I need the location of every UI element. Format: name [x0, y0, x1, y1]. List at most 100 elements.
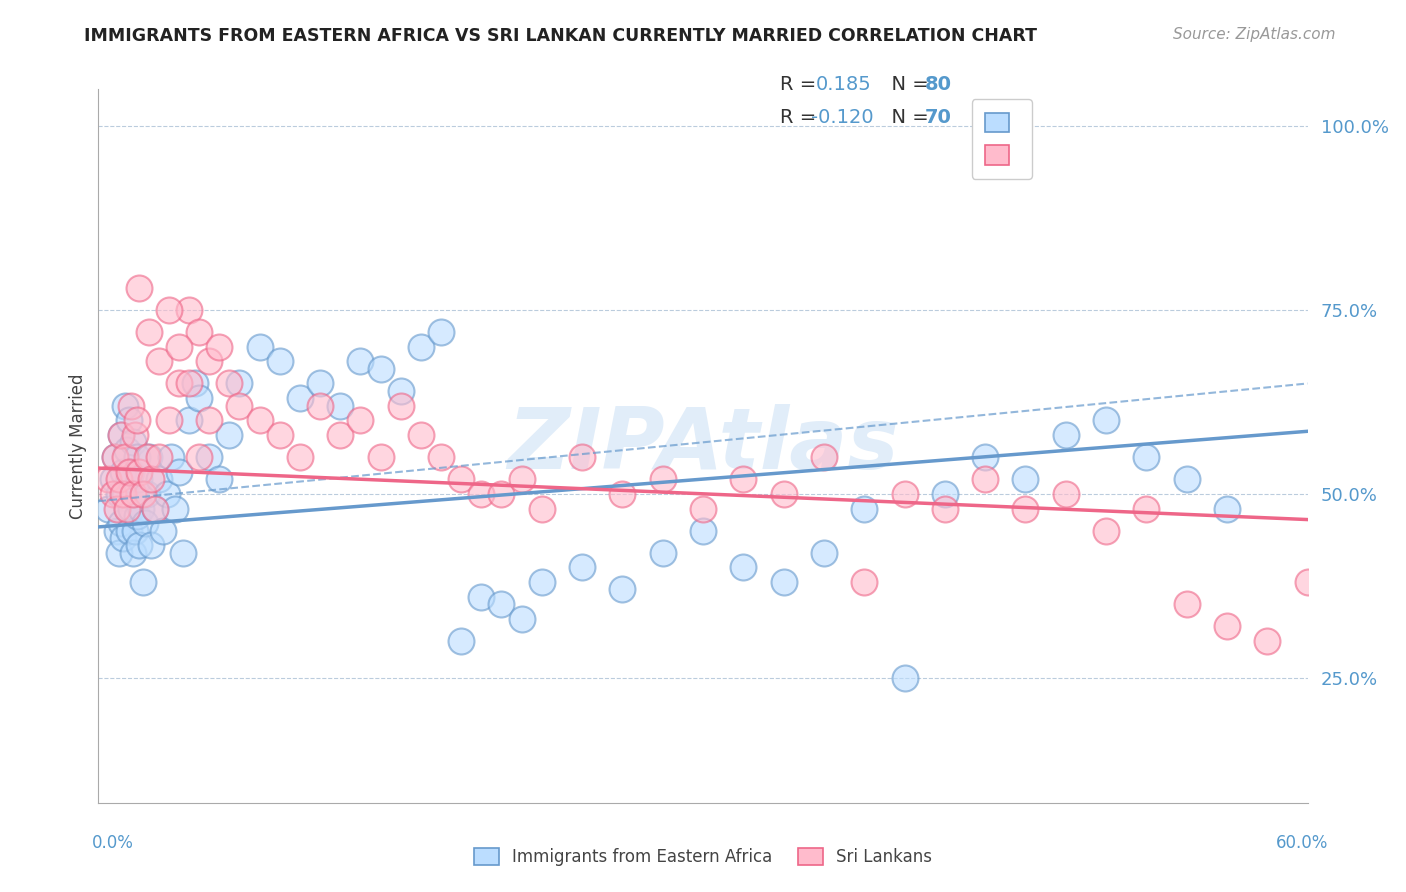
Point	[430, 450, 453, 464]
Point	[389, 399, 412, 413]
Point	[148, 472, 170, 486]
Point	[269, 354, 291, 368]
Point	[409, 340, 432, 354]
Point	[97, 472, 120, 486]
Point	[134, 516, 156, 531]
Point	[110, 428, 132, 442]
Point	[309, 399, 332, 413]
Point	[893, 487, 915, 501]
Point	[97, 501, 120, 516]
Point	[1095, 524, 1118, 538]
Point	[208, 340, 231, 354]
Point	[138, 325, 160, 339]
Point	[1135, 501, 1157, 516]
Point	[349, 354, 371, 368]
Point	[139, 472, 162, 486]
Point	[110, 428, 132, 442]
Point	[111, 487, 134, 501]
Text: 80: 80	[925, 75, 952, 95]
Point	[269, 428, 291, 442]
Point	[167, 465, 190, 479]
Point	[1296, 575, 1319, 590]
Text: -0.120: -0.120	[811, 108, 875, 128]
Point	[143, 501, 166, 516]
Point	[651, 472, 673, 486]
Point	[893, 671, 915, 685]
Text: N =: N =	[879, 108, 935, 128]
Point	[115, 501, 138, 516]
Point	[135, 487, 157, 501]
Point	[974, 472, 997, 486]
Point	[188, 325, 211, 339]
Point	[118, 465, 141, 479]
Text: 70: 70	[925, 108, 952, 128]
Point	[430, 325, 453, 339]
Point	[370, 361, 392, 376]
Point	[309, 376, 332, 391]
Point	[288, 391, 311, 405]
Point	[1135, 450, 1157, 464]
Point	[329, 399, 352, 413]
Point	[772, 575, 794, 590]
Point	[148, 450, 170, 464]
Point	[1054, 428, 1077, 442]
Point	[198, 354, 221, 368]
Point	[167, 376, 190, 391]
Point	[692, 501, 714, 516]
Point	[105, 501, 128, 516]
Point	[103, 450, 125, 464]
Point	[152, 524, 174, 538]
Point	[349, 413, 371, 427]
Point	[470, 487, 492, 501]
Point	[132, 575, 155, 590]
Point	[121, 435, 143, 450]
Point	[329, 428, 352, 442]
Point	[409, 428, 432, 442]
Point	[1175, 597, 1198, 611]
Point	[121, 546, 143, 560]
Point	[111, 465, 134, 479]
Y-axis label: Currently Married: Currently Married	[69, 373, 87, 519]
Legend: Immigrants from Eastern Africa, Sri Lankans: Immigrants from Eastern Africa, Sri Lank…	[465, 840, 941, 875]
Point	[115, 501, 138, 516]
Point	[733, 472, 755, 486]
Point	[470, 590, 492, 604]
Point	[128, 538, 150, 552]
Point	[103, 450, 125, 464]
Point	[115, 442, 138, 457]
Point	[179, 302, 201, 317]
Point	[249, 413, 271, 427]
Point	[228, 399, 250, 413]
Point	[1175, 472, 1198, 486]
Point	[389, 384, 412, 398]
Point	[107, 487, 129, 501]
Point	[188, 391, 211, 405]
Point	[120, 465, 142, 479]
Point	[101, 472, 124, 486]
Point	[813, 546, 835, 560]
Point	[148, 354, 170, 368]
Point	[138, 450, 160, 464]
Point	[1095, 413, 1118, 427]
Point	[128, 472, 150, 486]
Point	[118, 472, 141, 486]
Point	[510, 612, 533, 626]
Point	[934, 501, 956, 516]
Point	[179, 376, 201, 391]
Point	[772, 487, 794, 501]
Point	[1216, 619, 1239, 633]
Point	[135, 450, 157, 464]
Point	[612, 582, 634, 597]
Point	[114, 487, 136, 501]
Point	[218, 376, 240, 391]
Point	[450, 472, 472, 486]
Text: IMMIGRANTS FROM EASTERN AFRICA VS SRI LANKAN CURRENTLY MARRIED CORRELATION CHART: IMMIGRANTS FROM EASTERN AFRICA VS SRI LA…	[84, 27, 1038, 45]
Point	[107, 472, 129, 486]
Point	[124, 524, 146, 538]
Point	[1014, 501, 1036, 516]
Point	[111, 531, 134, 545]
Text: R =: R =	[780, 108, 823, 128]
Point	[172, 546, 194, 560]
Point	[132, 487, 155, 501]
Point	[853, 575, 876, 590]
